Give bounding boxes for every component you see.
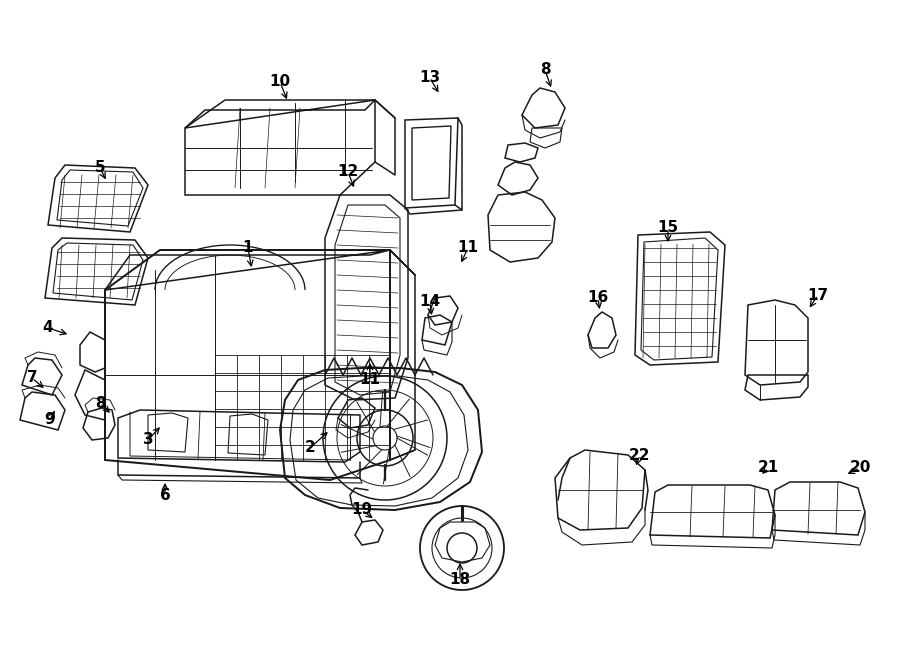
Text: 22: 22 [629,447,651,463]
Text: 16: 16 [588,290,608,305]
Text: 15: 15 [657,221,679,235]
Text: 13: 13 [419,71,441,85]
Text: 12: 12 [338,165,358,180]
Text: 9: 9 [45,412,55,428]
Text: 5: 5 [94,161,105,176]
Text: 14: 14 [419,295,441,309]
Text: 8: 8 [540,63,550,77]
Text: 1: 1 [243,241,253,256]
Text: 4: 4 [42,321,53,336]
Text: 18: 18 [449,572,471,588]
Text: 11: 11 [359,373,381,387]
Text: 3: 3 [143,432,153,447]
Text: 7: 7 [27,371,37,385]
Text: 10: 10 [269,75,291,89]
Text: 6: 6 [159,488,170,502]
Text: 17: 17 [807,288,829,303]
Text: 11: 11 [457,241,479,256]
Text: 8: 8 [94,395,105,410]
Text: 20: 20 [850,461,870,475]
Text: 2: 2 [304,440,315,455]
Text: 19: 19 [351,502,373,518]
Text: 21: 21 [758,461,778,475]
